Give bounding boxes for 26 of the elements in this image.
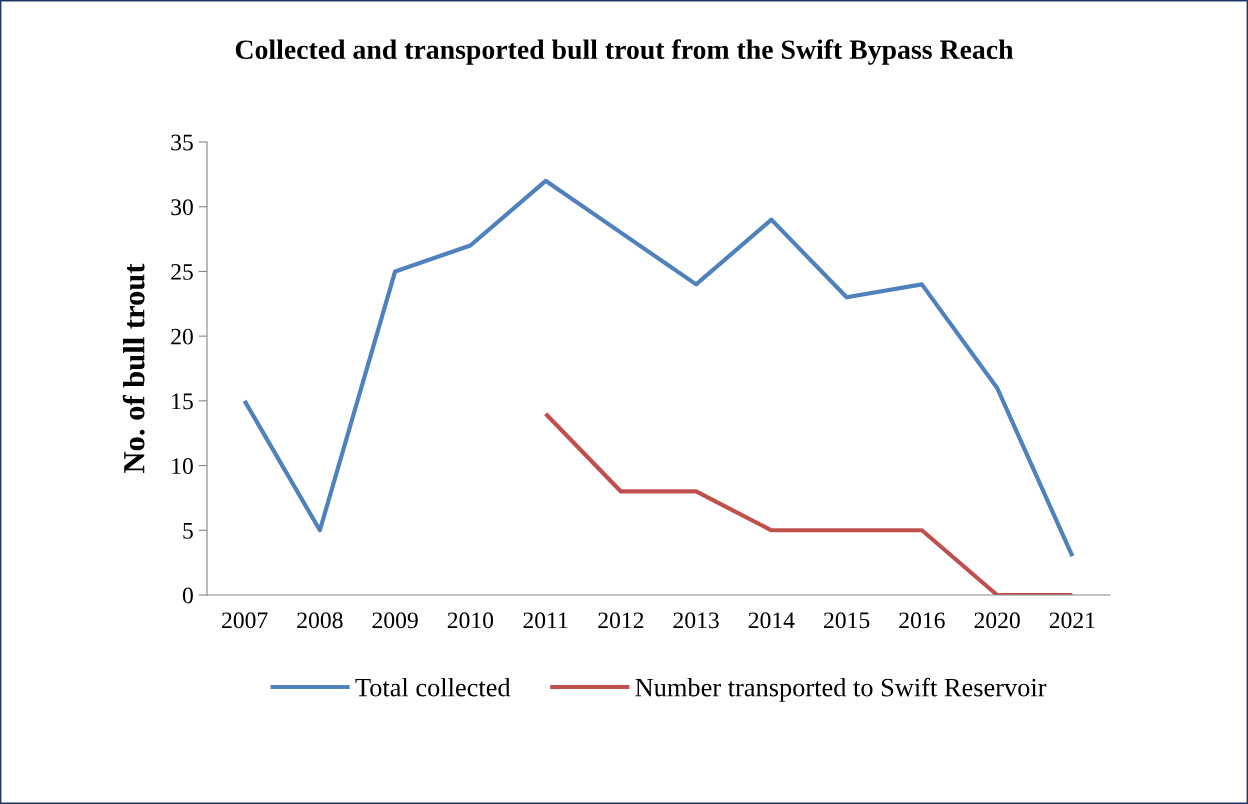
x-tick-label: 2012 (598, 612, 644, 629)
y-tick-label: 0 (182, 587, 193, 604)
x-tick-label: 2007 (222, 612, 268, 629)
y-tick-label: 20 (171, 328, 193, 345)
y-tick-label: 35 (171, 134, 193, 151)
legend-label: Number transported to Swift Reservoir (635, 677, 1047, 702)
x-tick-label: 2014 (748, 612, 795, 629)
line-series (543, 411, 1075, 595)
legend-label: Total collected (355, 677, 511, 697)
y-tick-label: 10 (172, 458, 193, 474)
y-tick-label: 5 (183, 523, 193, 539)
x-tick-label: 2008 (297, 612, 343, 629)
x-tick-label: 2016 (899, 612, 945, 629)
x-tick-label: 2013 (673, 612, 719, 629)
x-tick-label: 2010 (447, 612, 494, 629)
x-tick-label: 2021 (1049, 612, 1095, 629)
y-tick-label: 15 (172, 393, 193, 410)
x-tick-label: 2020 (974, 612, 1020, 629)
y-tick-label: 25 (171, 263, 193, 280)
x-tick-label: 2009 (372, 612, 418, 629)
line-series (242, 178, 1075, 559)
x-tick-label: 2015 (824, 612, 870, 629)
y-tick-label: 30 (171, 199, 193, 216)
x-tick-label: 2011 (523, 612, 568, 629)
y-axis-title: No. of bull trout (122, 263, 145, 473)
chart-title: Collected and transported bull trout from the Swift Bypass Reach (235, 39, 1014, 65)
